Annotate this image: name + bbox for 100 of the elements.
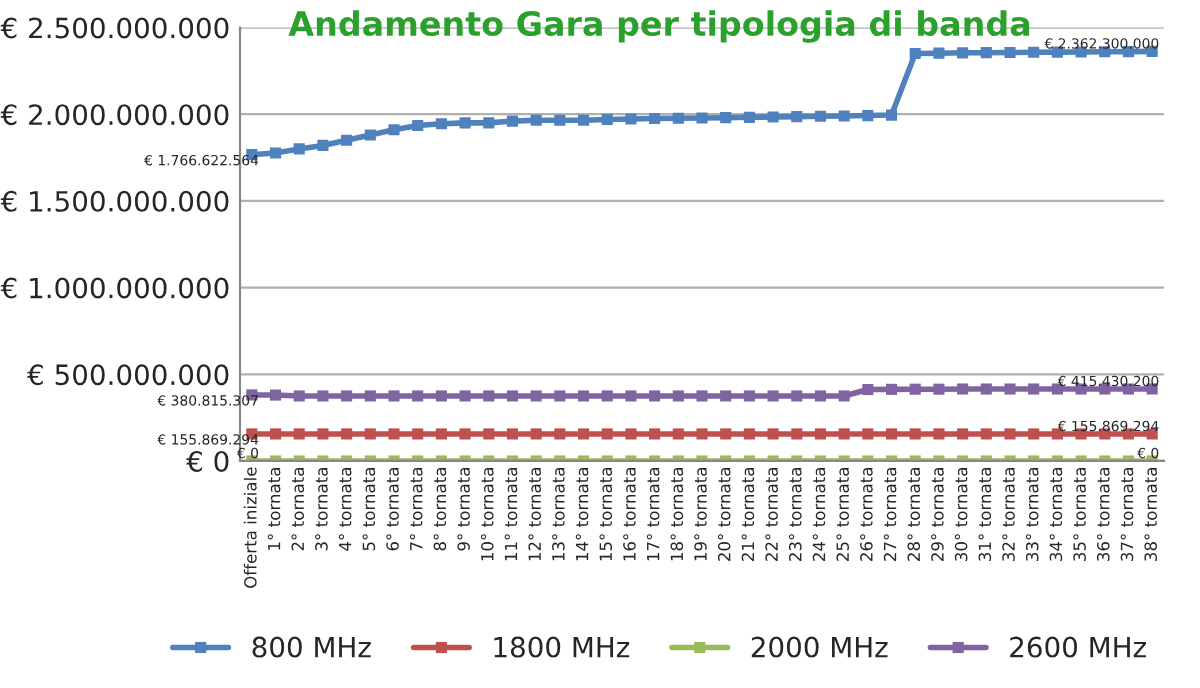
point	[1004, 46, 1016, 59]
point	[885, 383, 898, 395]
point	[269, 389, 282, 401]
point	[1028, 383, 1040, 395]
point	[459, 428, 471, 440]
point	[814, 428, 827, 440]
y-tick-label: € 1.500.000.000	[0, 190, 229, 212]
point	[672, 112, 684, 124]
x-tick-label: 8° tornata	[433, 468, 447, 551]
point	[814, 390, 827, 402]
x-tick-label: 1° tornata	[267, 468, 281, 550]
x-tick-label: 20° tornata	[717, 468, 731, 561]
point	[791, 428, 803, 440]
point	[388, 390, 400, 402]
point	[293, 390, 305, 402]
point	[530, 114, 542, 126]
point	[767, 428, 779, 440]
point	[459, 117, 471, 129]
point	[577, 390, 590, 402]
point	[601, 390, 613, 402]
point	[1028, 46, 1040, 58]
chart-title: Andamento Gara per tipologia di banda	[288, 10, 1030, 43]
point	[483, 390, 495, 402]
point	[412, 119, 424, 132]
x-tick-label: 2° tornata	[291, 468, 305, 551]
x-tick-label: 23° tornata	[789, 468, 802, 561]
x-tick-label: 9° tornata	[457, 468, 470, 551]
point	[957, 383, 969, 395]
point	[554, 390, 566, 402]
point	[649, 390, 661, 402]
x-tick-label: 32° tornata	[1002, 468, 1015, 561]
point	[1028, 428, 1040, 440]
point	[293, 428, 305, 440]
x-tick-label: Offerta iniziale	[243, 467, 257, 588]
x-tick-label: 18° tornata	[670, 468, 684, 561]
point	[696, 390, 708, 402]
x-tick-label: 3° tornata	[315, 468, 328, 551]
x-tick-label: 12° tornata	[528, 468, 541, 561]
x-tick-label: 19° tornata	[694, 468, 707, 561]
x-tick-label: 25° tornata	[836, 468, 849, 561]
point	[933, 383, 945, 395]
point	[791, 111, 803, 123]
point	[317, 139, 329, 151]
point	[1004, 428, 1016, 440]
x-tick-label: 14° tornata	[575, 468, 589, 561]
y-tick-label: € 500.000.000	[27, 364, 229, 386]
point	[838, 390, 850, 402]
point	[672, 428, 684, 440]
point	[435, 118, 447, 130]
x-tick-label: 31° tornata	[978, 468, 992, 561]
point	[459, 390, 471, 402]
x-tick-label: 24° tornata	[812, 468, 826, 561]
x-tick-label: 22° tornata	[765, 468, 778, 561]
point	[506, 115, 519, 127]
x-tick-label: 5° tornata	[362, 468, 376, 551]
x-tick-label: 21° tornata	[741, 468, 755, 561]
point	[577, 428, 590, 440]
y-tick-label: € 2.000.000.000	[0, 104, 229, 126]
point	[743, 390, 755, 402]
point	[625, 428, 637, 440]
x-tick-label: 36° tornata	[1097, 468, 1110, 561]
point	[696, 112, 708, 124]
point	[506, 428, 519, 440]
legend-label: 1800 MHz	[494, 636, 630, 658]
point	[720, 390, 732, 402]
point	[269, 428, 282, 440]
x-tick-label: 26° tornata	[860, 468, 873, 561]
y-tick-label: € 2.500.000.000	[0, 17, 229, 39]
point	[933, 47, 945, 59]
x-tick-label: 37° tornata	[1120, 468, 1134, 561]
x-tick-label: 38° tornata	[1144, 468, 1157, 561]
point	[554, 114, 566, 126]
point	[909, 383, 921, 395]
point	[601, 113, 613, 125]
point	[341, 428, 353, 440]
point	[980, 47, 992, 59]
point	[743, 111, 755, 123]
point	[909, 47, 921, 60]
point	[317, 390, 329, 402]
point	[435, 390, 447, 402]
point	[957, 47, 969, 59]
y-tick-label: € 0	[186, 450, 229, 472]
point	[720, 428, 732, 440]
x-tick-label: 34° tornata	[1049, 468, 1063, 561]
point	[672, 390, 684, 402]
point	[364, 129, 376, 141]
point	[838, 110, 850, 122]
x-tick-label: 13° tornata	[552, 468, 565, 561]
point	[862, 383, 874, 396]
x-tick-label: 28° tornata	[907, 468, 921, 561]
point	[530, 390, 542, 402]
point	[696, 428, 708, 440]
point	[388, 124, 400, 136]
point	[412, 428, 424, 440]
point	[269, 147, 282, 159]
point	[317, 428, 329, 440]
x-tick-label: 4° tornata	[338, 468, 352, 551]
point	[909, 428, 921, 440]
x-tick-label: 29° tornata	[931, 468, 944, 561]
point	[554, 428, 566, 440]
